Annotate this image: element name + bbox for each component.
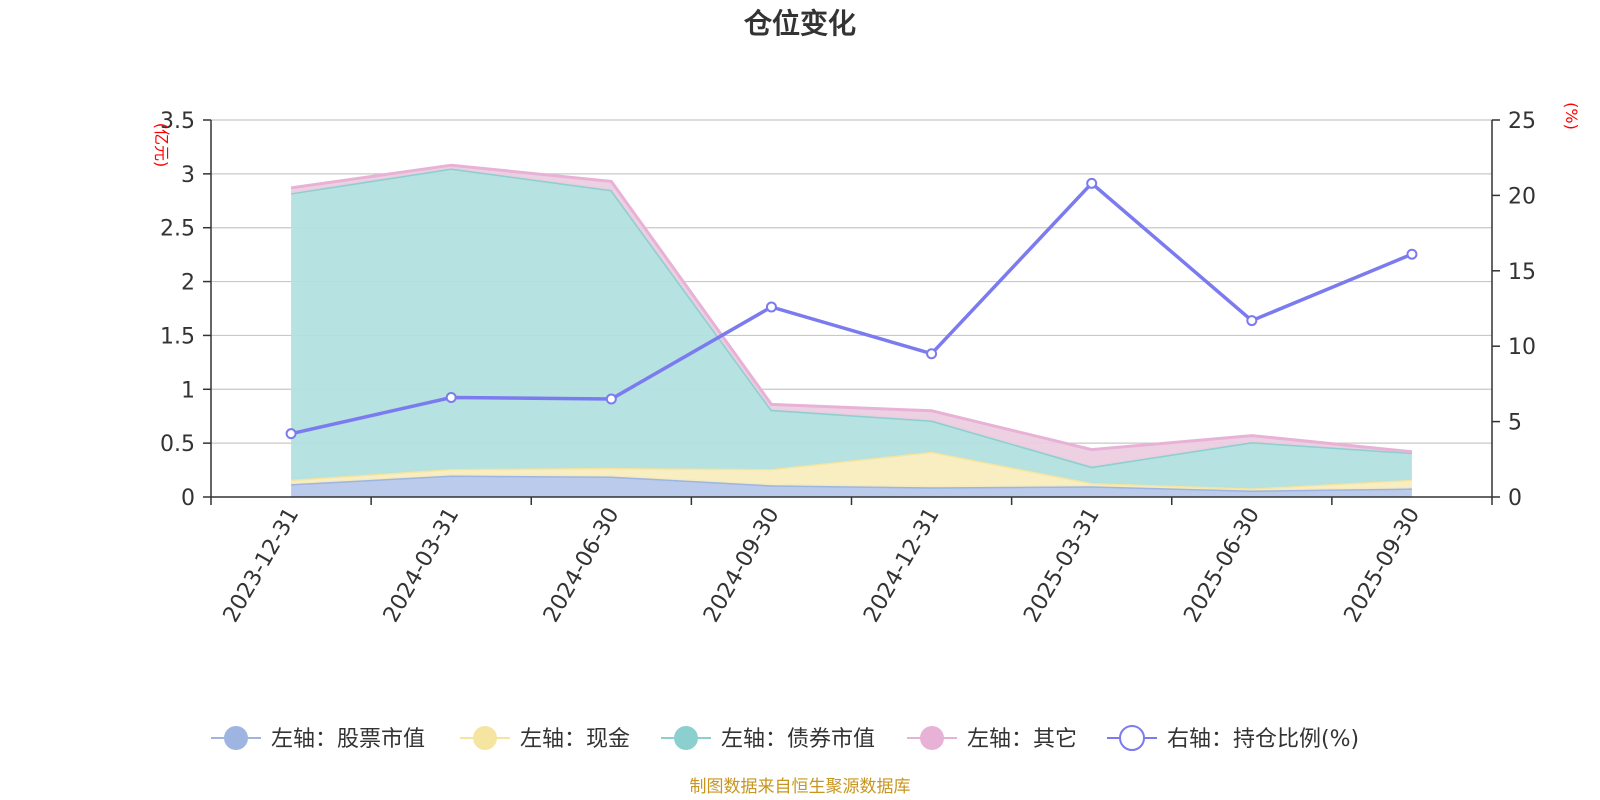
right-tick-label: 25: [1508, 109, 1536, 134]
legend-item[interactable]: 左轴：现金: [460, 726, 630, 752]
x-tick-label: 2025-09-30: [1340, 504, 1426, 627]
legend-marker: [674, 726, 698, 750]
area-债券市值: [291, 168, 1412, 489]
left-tick-label: 0: [181, 486, 195, 511]
x-tick-label: 2025-06-30: [1179, 504, 1265, 627]
left-axis-unit: (亿元): [152, 123, 171, 168]
ratio-series-line: [290, 180, 1413, 436]
chart-title: 仓位变化: [744, 7, 856, 40]
legend-label: 左轴：股票市值: [271, 727, 425, 752]
right-tick-label: 20: [1508, 184, 1536, 209]
legend-item[interactable]: 右轴：持仓比例(%): [1107, 725, 1359, 752]
ratio-point: [285, 428, 297, 440]
left-tick-label: 1.5: [160, 324, 195, 349]
legend-marker: [1119, 725, 1145, 751]
left-tick-label: 1: [181, 378, 195, 403]
legend-marker: [224, 726, 248, 750]
x-tick-label: 2024-09-30: [699, 504, 785, 627]
right-axis-unit: (%): [1562, 102, 1581, 130]
legend-marker: [473, 726, 497, 750]
ratio-point: [926, 348, 938, 360]
position-ratio-line: [285, 177, 1418, 440]
legend-label: 左轴：其它: [967, 727, 1077, 752]
legend: 左轴：股票市值 左轴：现金 左轴：债券市值 左轴：其它 右轴：持仓比例(%): [211, 725, 1359, 752]
x-tick-label: 2024-12-31: [859, 504, 945, 627]
legend-item[interactable]: 左轴：其它: [907, 726, 1077, 752]
right-tick-label: 15: [1508, 260, 1536, 285]
legend-label: 左轴：现金: [520, 727, 630, 752]
left-tick-label: 3.5: [160, 109, 195, 134]
legend-label: 左轴：债券市值: [721, 727, 875, 752]
stacked-areas: [290, 163, 1413, 497]
legend-item[interactable]: 左轴：股票市值: [211, 726, 425, 752]
x-tick-label: 2024-06-30: [539, 504, 625, 627]
ratio-point: [1086, 177, 1098, 189]
ratio-point: [605, 393, 617, 405]
right-tick-label: 0: [1508, 486, 1522, 511]
ratio-point: [765, 301, 777, 313]
left-tick-label: 0.5: [160, 432, 195, 457]
right-tick-label: 10: [1508, 335, 1536, 360]
source-note: 制图数据来自恒生聚源数据库: [690, 777, 911, 797]
legend-label: 右轴：持仓比例(%): [1167, 727, 1359, 752]
ratio-point: [1406, 248, 1418, 260]
ratio-point: [1246, 315, 1258, 327]
area-现金: [291, 451, 1412, 491]
right-tick-label: 5: [1508, 411, 1522, 436]
x-tick-label: 2024-03-31: [379, 504, 465, 627]
area-edge-其它: [290, 163, 1413, 454]
legend-marker: [920, 726, 944, 750]
left-tick-label: 3: [181, 163, 195, 188]
left-tick-label: 2: [181, 271, 195, 296]
ratio-point: [445, 391, 457, 403]
x-tick-label: 2025-03-31: [1019, 504, 1105, 627]
x-tick-label: 2023-12-31: [219, 504, 305, 627]
legend-item[interactable]: 左轴：债券市值: [661, 726, 875, 752]
left-tick-label: 2.5: [160, 217, 195, 242]
